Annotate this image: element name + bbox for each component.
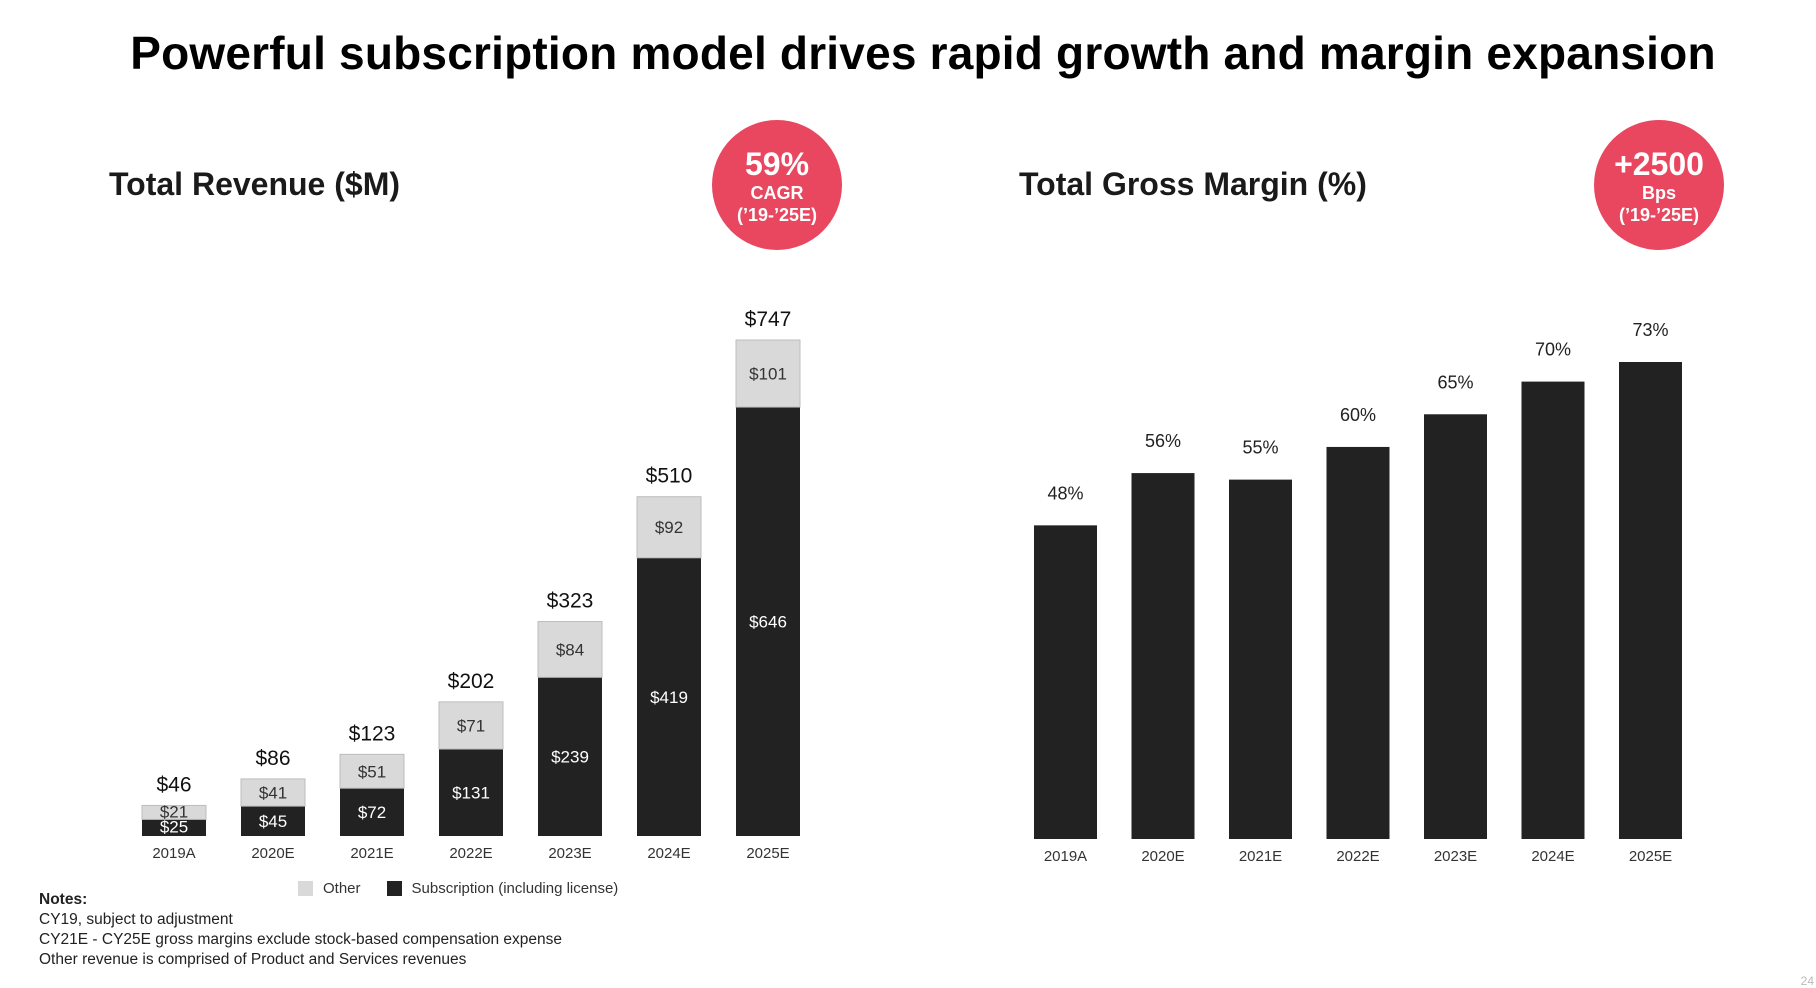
revenue-label-subscription: $45 <box>259 812 287 831</box>
revenue-total-label: $86 <box>255 747 290 770</box>
margin-x-tick: 2019A <box>1044 848 1087 865</box>
margin-x-tick: 2023E <box>1434 848 1477 865</box>
legend-label-other: Other <box>323 880 361 897</box>
revenue-label-subscription: $131 <box>452 784 490 803</box>
margin-chart-title: Total Gross Margin (%) <box>1019 166 1367 202</box>
revenue-total-label: $202 <box>448 670 495 693</box>
revenue-x-tick: 2021E <box>350 845 393 862</box>
revenue-total-label: $747 <box>745 308 792 331</box>
legend-item-other: Other <box>298 880 361 897</box>
revenue-total-label: $123 <box>349 722 396 745</box>
revenue-bar-other <box>141 804 207 820</box>
revenue-label-subscription: $419 <box>650 688 688 707</box>
revenue-bar-subscription <box>538 677 602 836</box>
revenue-bar-other <box>438 701 504 750</box>
revenue-label-subscription: $646 <box>749 613 787 632</box>
notes-line: CY19, subject to adjustment <box>39 911 233 928</box>
revenue-bar-subscription <box>142 819 206 836</box>
notes: Notes: CY19, subject to adjustment CY21E… <box>39 890 562 970</box>
revenue-cagr-period: (’19-’25E) <box>736 205 818 225</box>
page-number: 24 <box>1800 974 1814 988</box>
margin-x-tick: 2024E <box>1531 848 1574 865</box>
margin-value-label: 48% <box>1047 483 1083 503</box>
revenue-cagr-label: CAGR <box>750 183 804 203</box>
revenue-label-subscription: $25 <box>160 817 188 836</box>
margin-x-tick: 2021E <box>1239 848 1282 865</box>
revenue-cagr-badge: 59% CAGR (’19-’25E) <box>712 120 842 250</box>
revenue-bar-other <box>636 496 702 559</box>
revenue-legend: Other Subscription (including license) <box>298 880 644 897</box>
revenue-chart-title: Total Revenue ($M) <box>109 166 400 202</box>
revenue-x-tick: 2019A <box>152 845 195 862</box>
revenue-label-other: $41 <box>259 784 287 803</box>
revenue-x-tick: 2024E <box>647 845 690 862</box>
revenue-bar-subscription <box>736 407 800 836</box>
revenue-label-subscription: $72 <box>358 803 386 822</box>
revenue-label-other: $51 <box>358 762 386 781</box>
page-title: Powerful subscription model drives rapid… <box>130 27 1716 79</box>
revenue-label-other: $84 <box>556 640 584 659</box>
revenue-x-tick: 2022E <box>449 845 492 862</box>
notes-heading: Notes: <box>39 891 88 908</box>
revenue-total-label: $46 <box>156 773 191 796</box>
margin-bps-label: Bps <box>1641 183 1676 203</box>
margin-bar <box>1619 362 1682 839</box>
margin-bar <box>1326 446 1390 839</box>
margin-bar <box>1229 479 1292 839</box>
revenue-bar-subscription <box>637 557 701 836</box>
margin-x-tick: 2022E <box>1336 848 1379 865</box>
margin-value-label: 60% <box>1340 405 1376 425</box>
legend-item-subscription: Subscription (including license) <box>386 880 619 897</box>
margin-bar <box>1424 414 1487 839</box>
revenue-x-tick: 2020E <box>251 845 294 862</box>
revenue-x-tick: 2023E <box>548 845 591 862</box>
margin-bps-value: +2500 <box>1614 146 1704 182</box>
margin-bar <box>1131 473 1195 839</box>
revenue-bar-other <box>240 778 306 807</box>
notes-line: Other revenue is comprised of Product an… <box>39 951 467 968</box>
revenue-cagr-value: 59% <box>744 146 810 182</box>
margin-value-label: 55% <box>1242 438 1278 458</box>
notes-line: CY21E - CY25E gross margins exclude stoc… <box>39 931 562 948</box>
revenue-bar-other <box>735 339 801 408</box>
revenue-label-subscription: $239 <box>551 748 589 767</box>
legend-label-subscription: Subscription (including license) <box>411 880 619 897</box>
margin-value-label: 65% <box>1437 372 1473 392</box>
revenue-x-tick: 2025E <box>746 845 789 862</box>
revenue-bar-subscription <box>241 806 305 836</box>
revenue-bar-other <box>339 753 405 789</box>
revenue-label-other: $21 <box>160 802 188 821</box>
revenue-label-other: $71 <box>457 716 485 735</box>
revenue-total-label: $323 <box>547 590 594 613</box>
margin-value-label: 73% <box>1632 320 1668 340</box>
revenue-bar-subscription <box>439 749 503 836</box>
margin-value-label: 70% <box>1535 340 1571 360</box>
margin-x-tick: 2020E <box>1141 848 1184 865</box>
revenue-label-other: $92 <box>655 518 683 537</box>
margin-bar <box>1034 525 1097 839</box>
revenue-total-label: $510 <box>646 465 693 488</box>
margin-value-label: 56% <box>1145 431 1181 451</box>
margin-bps-period: (’19-’25E) <box>1618 205 1700 225</box>
legend-swatch-subscription <box>386 881 402 896</box>
margin-x-tick: 2025E <box>1629 848 1672 865</box>
revenue-label-other: $101 <box>749 365 787 384</box>
revenue-bar-subscription <box>340 788 404 836</box>
margin-bps-badge: +2500 Bps (’19-’25E) <box>1594 120 1724 250</box>
legend-swatch-other <box>298 881 313 896</box>
revenue-bar-other <box>537 621 603 678</box>
margin-bar <box>1521 381 1585 839</box>
